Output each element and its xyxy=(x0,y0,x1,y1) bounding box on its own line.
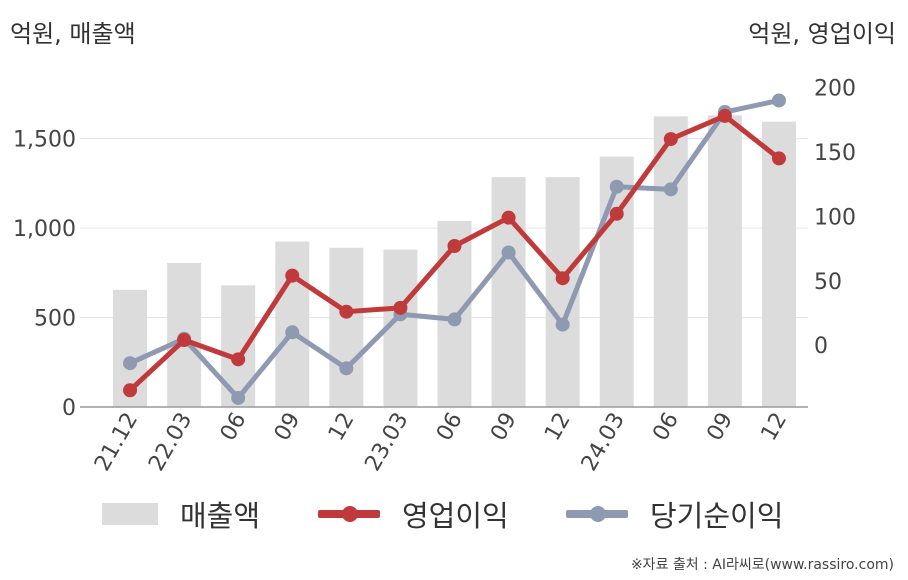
legend-item-net-profit: 당기순이익 xyxy=(566,492,783,536)
bar xyxy=(275,241,310,407)
series-point xyxy=(771,93,786,108)
x-tick-label: 12 xyxy=(540,409,576,446)
series-point xyxy=(771,151,786,166)
bar xyxy=(761,121,796,407)
legend-label-operating-profit: 영업이익 xyxy=(402,499,509,533)
bar xyxy=(329,247,364,407)
combo-chart: 0 500 1,000 1,500 0 50 100 150 200 21.12 22.03 06 09… xyxy=(13,77,856,476)
series-point xyxy=(609,206,624,221)
series-point xyxy=(285,325,300,340)
legend-label-net-profit: 당기순이익 xyxy=(650,499,784,533)
left-tick-label: 1,000 xyxy=(13,217,76,242)
right-tick-label: 150 xyxy=(814,141,856,166)
x-tick-label: 06 xyxy=(432,409,468,446)
legend-bar-swatch xyxy=(102,503,158,525)
x-tick-label: 21.12 xyxy=(90,409,143,476)
source-credit: ※자료 출처 : AI라씨로(www.rassiro.com) xyxy=(630,557,894,573)
x-tick-label: 24.03 xyxy=(577,409,630,476)
x-tick-label: 09 xyxy=(486,409,522,446)
x-tick-label: 23.03 xyxy=(360,409,413,476)
series-point xyxy=(177,333,192,348)
series-point xyxy=(555,317,570,332)
series-point xyxy=(447,239,462,253)
series-point xyxy=(447,312,462,327)
series-point xyxy=(231,390,246,405)
right-tick-label: 100 xyxy=(814,205,856,230)
right-axis-unit: 억원, 영업이익 xyxy=(748,20,896,48)
legend-line-swatch-net xyxy=(566,506,628,522)
x-tick-label: 06 xyxy=(216,409,252,446)
legend-item-revenue: 매출액 xyxy=(102,492,260,536)
x-tick-label: 06 xyxy=(648,409,684,446)
series-point xyxy=(123,356,138,371)
left-tick-label: 1,500 xyxy=(13,128,76,153)
bar xyxy=(221,285,256,407)
series-point xyxy=(231,352,246,367)
left-axis-unit: 억원, 매출액 xyxy=(10,20,136,48)
bar xyxy=(707,115,742,408)
series-point xyxy=(663,132,678,147)
x-tick-label: 09 xyxy=(702,409,738,446)
series-point xyxy=(717,108,732,123)
series-point xyxy=(393,300,408,315)
series-point xyxy=(555,271,570,286)
series-point xyxy=(339,304,354,319)
x-tick-label: 22.03 xyxy=(144,409,197,476)
series-point xyxy=(501,245,516,260)
right-tick-label: 200 xyxy=(814,77,856,102)
legend-item-operating-profit: 영업이익 xyxy=(318,492,509,536)
legend: 매출액 영업이익 당기순이익 xyxy=(0,492,908,536)
series-point xyxy=(501,210,516,225)
left-tick-label: 0 xyxy=(62,396,76,421)
series-point xyxy=(663,182,678,197)
x-tick-label: 09 xyxy=(270,409,306,446)
right-tick-label: 0 xyxy=(814,334,828,359)
bar xyxy=(653,116,688,408)
right-tick-label: 50 xyxy=(814,270,842,295)
legend-label-revenue: 매출액 xyxy=(180,499,261,533)
legend-line-swatch-operating xyxy=(318,506,380,522)
x-tick-label: 12 xyxy=(324,409,360,446)
series-point xyxy=(123,383,138,398)
series-point xyxy=(285,268,300,283)
series-point xyxy=(609,179,624,194)
left-tick-label: 500 xyxy=(34,307,76,332)
x-tick-label: 12 xyxy=(757,409,793,446)
series-point xyxy=(339,361,354,376)
